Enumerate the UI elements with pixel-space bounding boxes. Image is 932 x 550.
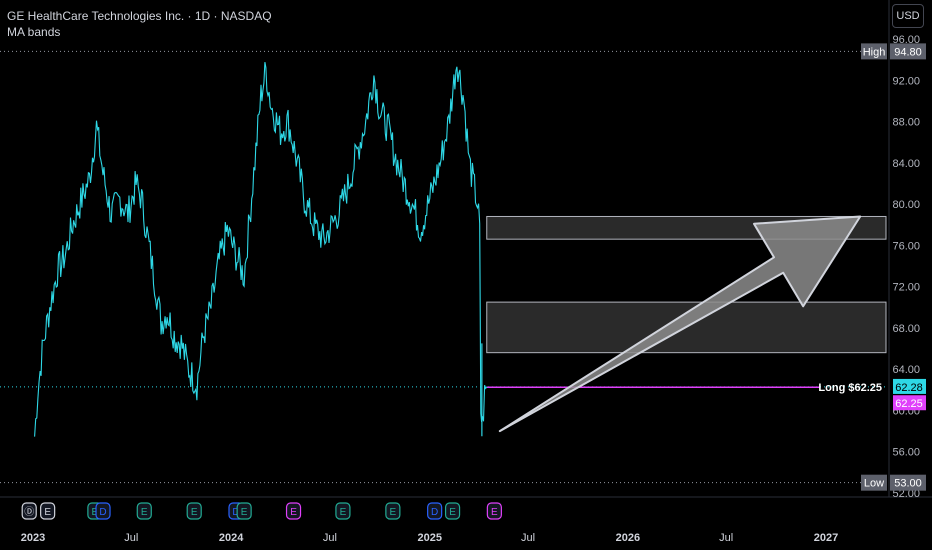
x-tick-label: Jul (521, 532, 535, 544)
event-marker-label: E (92, 507, 99, 518)
y-tick-label: 80.00 (892, 199, 920, 211)
event-marker-label: E (449, 507, 456, 518)
event-marker-label: E (191, 507, 198, 518)
chart-header: GE HealthCare Technologies Inc. · 1D · N… (7, 8, 272, 40)
event-marker-label: E (290, 507, 297, 518)
price-series-line (34, 62, 488, 437)
last-price-tag: 62.28 (895, 382, 923, 394)
event-marker[interactable] (40, 502, 56, 520)
event-marker-label: E (241, 507, 248, 518)
x-tick-label: 2027 (814, 532, 838, 544)
low-value-bg (890, 474, 926, 491)
y-tick-label: 76.00 (892, 240, 920, 252)
event-marker-label: E (390, 507, 397, 518)
event-marker[interactable] (427, 502, 443, 520)
low-value-label: 53.00 (894, 478, 922, 490)
y-tick-label: 92.00 (892, 75, 920, 87)
high-value-bg (890, 43, 926, 60)
high-value-label: 94.80 (894, 46, 922, 58)
y-tick-label: 56.00 (892, 447, 920, 459)
x-tick-label: Jul (323, 532, 337, 544)
event-marker-label: Ⓓ (24, 506, 34, 518)
y-tick-label: 72.00 (892, 282, 920, 294)
event-marker-label: E (44, 507, 51, 518)
x-tick-label: Jul (124, 532, 138, 544)
event-marker[interactable] (21, 502, 37, 520)
event-marker-label: E (141, 507, 148, 518)
target-arrow[interactable] (498, 215, 862, 433)
high-tag-bg (861, 43, 887, 60)
event-marker[interactable] (385, 502, 401, 520)
event-marker[interactable] (486, 502, 502, 520)
x-tick-label: 2025 (418, 532, 442, 544)
y-tick-label: 64.00 (892, 364, 920, 376)
event-marker[interactable] (95, 502, 111, 520)
y-tick-label: 88.00 (892, 117, 920, 129)
event-marker[interactable] (285, 502, 302, 520)
event-marker[interactable] (335, 502, 351, 520)
event-marker-label: E (491, 507, 498, 518)
last-price-tag-bg (893, 378, 926, 394)
y-tick-label: 68.00 (892, 323, 920, 335)
event-marker-label: D (99, 507, 106, 518)
y-tick-label: 52.00 (892, 488, 920, 500)
event-marker-label: D (232, 507, 239, 518)
x-tick-label: 2023 (21, 532, 45, 544)
y-tick-label: 96.00 (892, 34, 920, 46)
low-tag-label: Low (864, 478, 884, 490)
event-marker[interactable] (444, 502, 461, 520)
event-marker[interactable] (236, 502, 252, 520)
event-marker[interactable] (186, 502, 202, 520)
long-position-label: Long $62.25 (818, 382, 882, 394)
y-tick-label: 84.00 (892, 158, 920, 170)
currency-button[interactable]: USD (892, 4, 924, 28)
long-price-tag: 62.25 (895, 398, 923, 410)
x-tick-label: 2026 (616, 532, 640, 544)
event-marker-label: E (340, 507, 347, 518)
long-price-tag-bg (893, 395, 926, 411)
x-tick-label: 2024 (219, 532, 244, 544)
indicator-label[interactable]: MA bands (7, 25, 61, 39)
high-tag-label: High (863, 46, 886, 58)
event-marker-label: D (431, 507, 438, 518)
x-tick-label: Jul (719, 532, 733, 544)
symbol-title[interactable]: GE HealthCare Technologies Inc. · 1D · N… (7, 9, 272, 23)
low-tag-bg (861, 474, 887, 491)
event-marker[interactable] (136, 502, 152, 520)
